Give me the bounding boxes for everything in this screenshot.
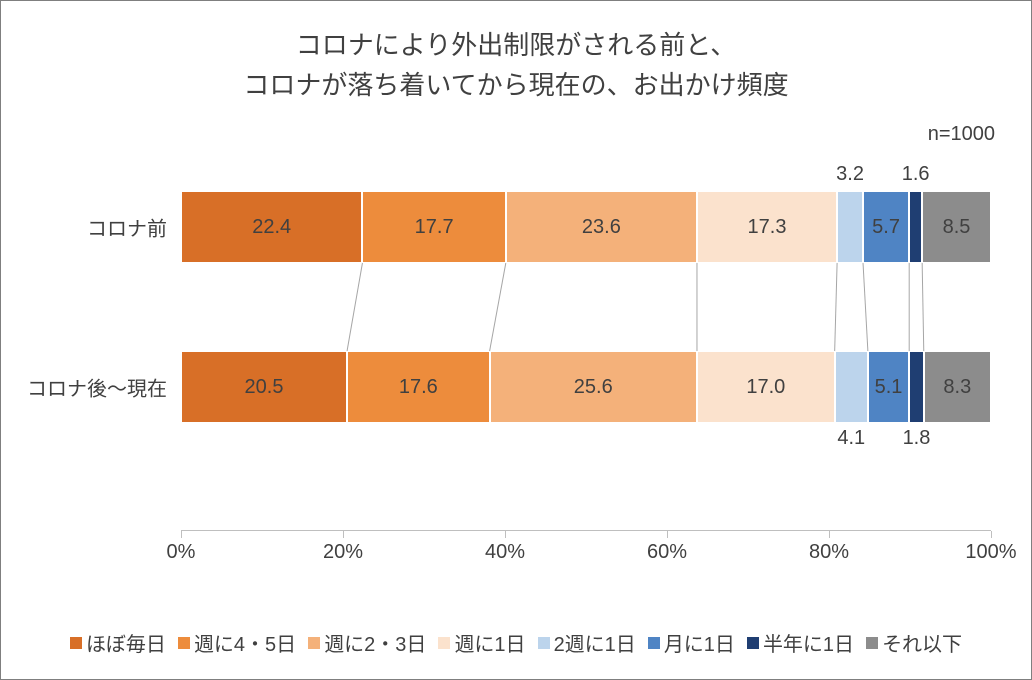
sample-size-label: n=1000 [928, 123, 995, 146]
bar-segment: 17.7 [362, 191, 505, 263]
axis-tick [505, 531, 506, 538]
bar-segment: 17.0 [697, 351, 835, 423]
value-label-outside: 3.2 [836, 163, 864, 186]
axis-tick [181, 531, 182, 538]
legend-swatch [70, 637, 82, 649]
axis-tick-label: 20% [323, 541, 363, 564]
legend-swatch [866, 637, 878, 649]
value-label: 23.6 [582, 216, 621, 239]
value-label: 17.3 [748, 216, 787, 239]
value-label-outside: 1.6 [902, 163, 930, 186]
legend-item: ほぼ毎日 [70, 628, 166, 657]
legend-swatch [538, 637, 550, 649]
bar-segment [835, 351, 868, 423]
legend-swatch [308, 637, 320, 649]
title-line-1: コロナにより外出制限がされる前と、 [296, 30, 736, 60]
bar-segment [909, 351, 924, 423]
chart-frame: コロナにより外出制限がされる前と、 コロナが落ち着いてから現在の、お出かけ頻度 … [0, 0, 1032, 680]
x-axis: 0%20%40%60%80%100% [181, 530, 991, 531]
legend-label: それ以下 [882, 628, 962, 657]
value-label: 17.6 [399, 376, 438, 399]
bar-segment: 22.4 [181, 191, 362, 263]
value-label: 8.5 [943, 216, 971, 239]
bar-segment: 5.1 [868, 351, 909, 423]
axis-tick-label: 100% [965, 541, 1016, 564]
legend-item: 週に4・5日 [178, 628, 296, 657]
bar-segment: 8.3 [924, 351, 991, 423]
legend-label: 週に2・3日 [324, 628, 426, 657]
bar-segment: 23.6 [506, 191, 697, 263]
value-label-outside: 4.1 [837, 427, 865, 450]
value-label: 20.5 [245, 376, 284, 399]
legend-item: 週に1日 [438, 628, 525, 657]
title-line-2: コロナが落ち着いてから現在の、お出かけ頻度 [243, 70, 788, 100]
legend-swatch [747, 637, 759, 649]
bar-row: コロナ後～現在20.517.625.617.05.18.3 [181, 351, 991, 423]
legend-item: 月に1日 [648, 628, 735, 657]
value-label: 5.1 [875, 376, 903, 399]
legend-label: 週に1日 [454, 628, 525, 657]
bar-segment: 5.7 [863, 191, 909, 263]
axis-tick [991, 531, 992, 538]
bar-segment: 17.6 [347, 351, 490, 423]
legend-item: それ以下 [866, 628, 962, 657]
legend-label: 月に1日 [664, 628, 735, 657]
legend-label: 半年に1日 [763, 628, 854, 657]
bar-row: コロナ前22.417.723.617.35.78.5 [181, 191, 991, 263]
legend-swatch [438, 637, 450, 649]
legend-label: ほぼ毎日 [86, 628, 166, 657]
value-label: 8.3 [943, 376, 971, 399]
legend-item: 週に2・3日 [308, 628, 426, 657]
axis-tick-label: 0% [167, 541, 196, 564]
bar-segment: 25.6 [490, 351, 697, 423]
legend: ほぼ毎日週に4・5日週に2・3日週に1日 2週に1日月に1日半年に1日それ以下 [31, 628, 1001, 657]
axis-tick [343, 531, 344, 538]
axis-tick-label: 40% [485, 541, 525, 564]
value-label-outside: 1.8 [903, 427, 931, 450]
bar-segment: 20.5 [181, 351, 347, 423]
axis-tick-label: 60% [647, 541, 687, 564]
value-label: 17.7 [415, 216, 454, 239]
legend-swatch [178, 637, 190, 649]
value-label: 5.7 [872, 216, 900, 239]
value-label: 17.0 [746, 376, 785, 399]
chart-title: コロナにより外出制限がされる前と、 コロナが落ち着いてから現在の、お出かけ頻度 [31, 25, 1001, 106]
plot-area: コロナ前22.417.723.617.35.78.5コロナ後～現在20.517.… [181, 161, 991, 531]
bar-segment: 8.5 [922, 191, 991, 263]
legend-label: 2週に1日 [554, 628, 636, 657]
legend-swatch [648, 637, 660, 649]
value-label: 25.6 [574, 376, 613, 399]
legend-label: 週に4・5日 [194, 628, 296, 657]
legend-item: 半年に1日 [747, 628, 854, 657]
axis-tick [829, 531, 830, 538]
axis-tick [667, 531, 668, 538]
value-label: 22.4 [252, 216, 291, 239]
legend-item: 2週に1日 [538, 628, 636, 657]
row-label: コロナ後～現在 [7, 373, 181, 402]
bar-segment: 17.3 [697, 191, 837, 263]
row-label: コロナ前 [7, 213, 181, 242]
axis-tick-label: 80% [809, 541, 849, 564]
bar-segment [837, 191, 863, 263]
bar-segment [909, 191, 922, 263]
